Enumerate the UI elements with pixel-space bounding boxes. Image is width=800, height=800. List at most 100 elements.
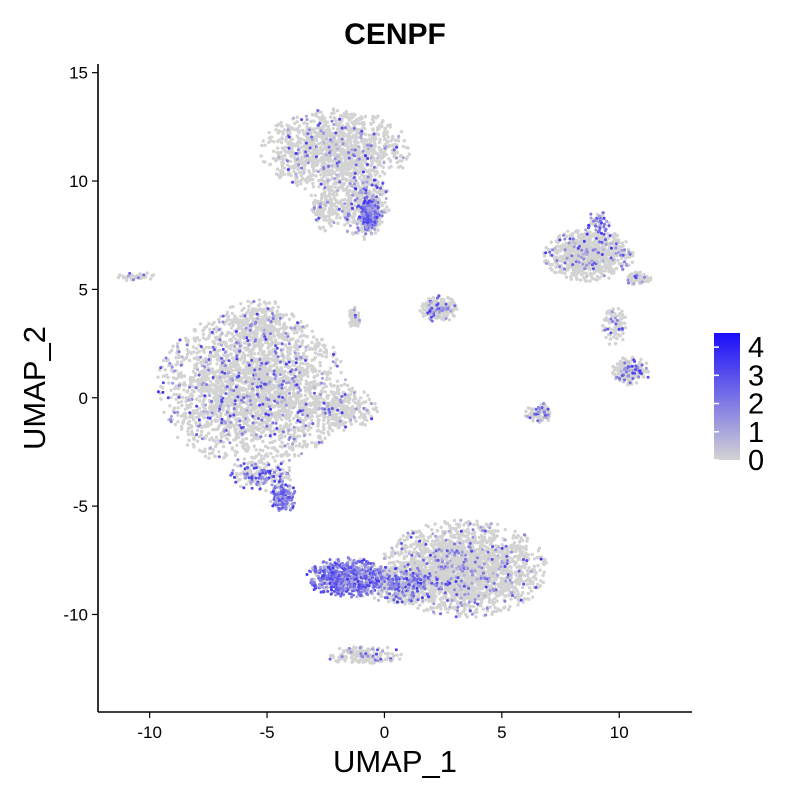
cell-point: [347, 127, 351, 131]
cell-point: [280, 137, 284, 141]
cell-point: [266, 427, 271, 431]
cell-point: [207, 345, 211, 350]
cell-point: [335, 193, 339, 197]
cell-point: [298, 150, 302, 155]
cell-point: [283, 153, 287, 158]
cell-point: [186, 426, 191, 430]
cell-point: [396, 165, 401, 169]
cell-point: [309, 394, 313, 398]
cell-point: [192, 328, 196, 332]
cell-point: [274, 321, 278, 326]
cell-point: [363, 417, 367, 422]
cell-point: [304, 367, 308, 372]
chart-title: CENPF: [344, 18, 446, 51]
cell-point: [316, 161, 320, 166]
cell-point: [180, 373, 184, 377]
cell-point: [353, 133, 357, 138]
cell-point: [192, 356, 196, 360]
cell-point: [352, 410, 356, 414]
cell-point: [185, 403, 189, 407]
cell-point: [182, 388, 186, 392]
cell-point: [297, 124, 302, 128]
cell-point: [215, 362, 219, 366]
cell-point: [311, 164, 316, 169]
cell-point: [184, 336, 188, 340]
cell-point: [239, 484, 243, 489]
cell-point: [246, 299, 250, 303]
cell-point: [237, 404, 241, 409]
cell-point: [307, 422, 312, 426]
cell-point: [364, 169, 369, 174]
cell-point: [348, 141, 353, 145]
cell-point: [275, 473, 279, 477]
cell-point: [284, 313, 288, 317]
cell-point: [258, 370, 262, 374]
cell-point: [212, 371, 217, 376]
cell-point: [320, 338, 324, 342]
cell-point: [300, 157, 304, 161]
cell-point: [276, 341, 281, 346]
cell-point: [344, 187, 348, 191]
cell-point: [257, 422, 261, 426]
cell-point: [207, 353, 212, 358]
cell-point: [191, 417, 195, 422]
cell-point: [359, 159, 364, 163]
cell-point: [343, 382, 347, 386]
cell-point: [362, 390, 366, 394]
cell-point: [385, 130, 390, 134]
cell-point: [176, 400, 181, 405]
cell-point: [301, 351, 306, 356]
scatter-points: [116, 107, 653, 665]
cell-point: [361, 400, 365, 405]
cell-point: [315, 338, 319, 342]
cell-point: [219, 432, 223, 436]
cell-point: [353, 167, 357, 171]
cell-point: [363, 132, 368, 137]
cell-point: [322, 137, 326, 142]
cell-point: [274, 411, 278, 416]
cell-point: [281, 453, 285, 457]
cell-point: [406, 146, 410, 150]
cell-point: [312, 408, 316, 412]
cell-point: [327, 172, 331, 176]
cell-point: [298, 401, 302, 405]
cell-point: [271, 455, 275, 460]
cell-point: [286, 365, 291, 370]
cell-point: [339, 133, 343, 137]
cell-point: [244, 387, 248, 392]
cell-point: [171, 344, 175, 348]
cell-point: [367, 397, 371, 402]
cell-point: [317, 185, 321, 189]
cell-point: [301, 128, 305, 133]
cell-point: [267, 130, 271, 135]
cell-point: [167, 381, 171, 385]
cell-point: [360, 193, 364, 198]
cell-point: [367, 411, 371, 416]
cell-point: [309, 418, 314, 422]
cell-point: [398, 154, 403, 159]
cell-point: [216, 358, 221, 362]
cell-point: [266, 356, 270, 360]
cell-point: [225, 453, 229, 457]
cell-point: [219, 413, 223, 417]
cell-point: [180, 360, 184, 364]
cell-point: [198, 322, 203, 326]
cell-point: [352, 112, 356, 116]
cell-point: [342, 428, 346, 432]
cell-point: [317, 400, 321, 404]
cell-point: [322, 218, 326, 222]
cell-point: [294, 346, 298, 350]
cell-point: [322, 146, 327, 150]
cell-point: [273, 459, 277, 463]
cell-point: [197, 379, 201, 384]
cell-point: [374, 116, 378, 120]
cell-point: [195, 428, 200, 432]
cell-point: [261, 364, 266, 369]
cell-point: [246, 318, 250, 322]
cell-point: [327, 128, 331, 132]
cell-point: [229, 400, 233, 404]
cell-point: [289, 399, 293, 403]
cell-point: [329, 224, 333, 228]
cell-point: [271, 385, 275, 390]
cell-point: [274, 128, 278, 132]
